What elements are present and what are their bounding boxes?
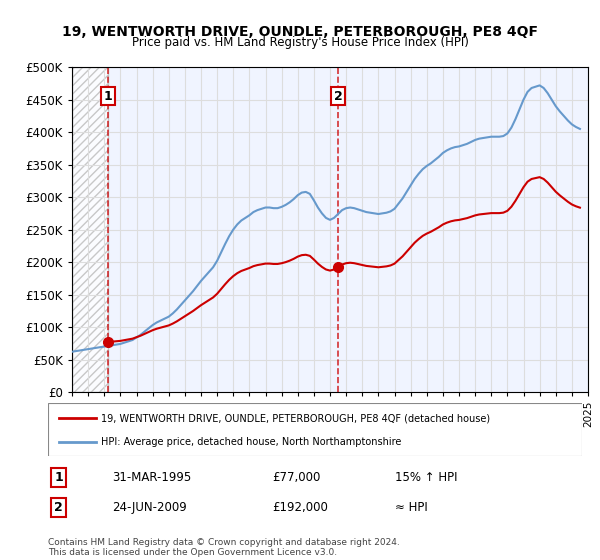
Text: HPI: Average price, detached house, North Northamptonshire: HPI: Average price, detached house, Nort… [101, 436, 402, 446]
Text: 2: 2 [55, 501, 63, 514]
Text: 2: 2 [334, 90, 343, 103]
Text: Contains HM Land Registry data © Crown copyright and database right 2024.
This d: Contains HM Land Registry data © Crown c… [48, 538, 400, 557]
Text: 19, WENTWORTH DRIVE, OUNDLE, PETERBOROUGH, PE8 4QF: 19, WENTWORTH DRIVE, OUNDLE, PETERBOROUG… [62, 25, 538, 39]
Text: 19, WENTWORTH DRIVE, OUNDLE, PETERBOROUGH, PE8 4QF (detached house): 19, WENTWORTH DRIVE, OUNDLE, PETERBOROUG… [101, 413, 491, 423]
Text: 1: 1 [55, 471, 63, 484]
Bar [72, 67, 108, 392]
Text: 31-MAR-1995: 31-MAR-1995 [112, 471, 191, 484]
Text: 1: 1 [104, 90, 113, 103]
Text: £192,000: £192,000 [272, 501, 328, 514]
Text: ≈ HPI: ≈ HPI [395, 501, 428, 514]
FancyBboxPatch shape [48, 403, 582, 456]
Text: 24-JUN-2009: 24-JUN-2009 [112, 501, 187, 514]
Text: Price paid vs. HM Land Registry's House Price Index (HPI): Price paid vs. HM Land Registry's House … [131, 36, 469, 49]
Text: £77,000: £77,000 [272, 471, 320, 484]
Text: 15% ↑ HPI: 15% ↑ HPI [395, 471, 458, 484]
